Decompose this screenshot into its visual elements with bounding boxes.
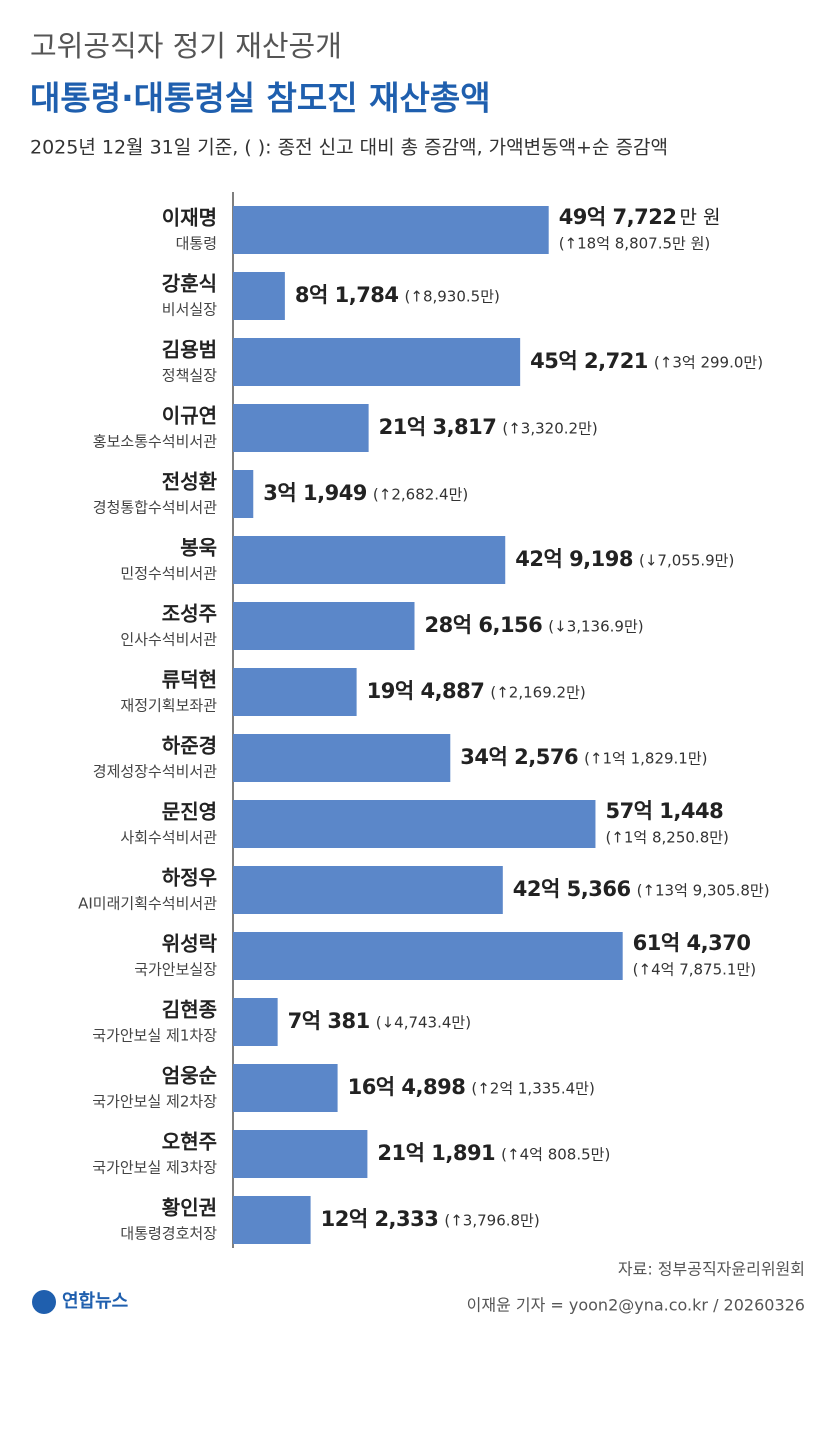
category-label: 이규연 [162, 404, 217, 428]
role-label: 경제성장수석비서관 [93, 763, 217, 781]
value-label: 12억 2,333 [321, 1207, 439, 1231]
value-label: 61억 4,370 [633, 931, 751, 955]
role-label: 대통령 [176, 235, 217, 253]
change-label: (↑3억 299.0만) [654, 354, 763, 372]
bar [233, 404, 369, 452]
category-label: 문진영 [162, 800, 217, 824]
role-label: 정책실장 [162, 367, 217, 385]
category-label: 조성주 [162, 602, 217, 626]
value-label: 19억 4,887 [367, 679, 485, 703]
change-label: (↑2,169.2만) [490, 684, 585, 702]
value-label: 42억 5,366 [513, 877, 631, 901]
bar [233, 272, 285, 320]
category-label: 김용범 [162, 338, 217, 362]
value-label: 49억 7,722 [559, 205, 677, 229]
value-label: 45억 2,721 [530, 349, 648, 373]
role-label: 국가안보실 제3차장 [92, 1159, 217, 1177]
change-label: (↑1억 8,250.8만) [605, 829, 728, 847]
bar [233, 338, 521, 386]
category-label: 전성환 [162, 470, 218, 494]
value-label: 3억 1,949 [263, 481, 367, 505]
change-label: (↑3,796.8만) [444, 1212, 539, 1230]
bar [233, 866, 503, 914]
change-label: (↑3,320.2만) [502, 420, 597, 438]
value-label: 57억 1,448 [605, 799, 723, 823]
logo: 연합뉴스 [62, 1290, 128, 1312]
value-label: 21억 1,891 [377, 1141, 495, 1165]
source: 자료: 정부공직자윤리위원회 [618, 1260, 805, 1279]
change-label: (↓7,055.9만) [639, 552, 734, 570]
change-label: (↑2,682.4만) [373, 486, 468, 504]
role-label: 비서실장 [162, 301, 217, 319]
bar [233, 536, 506, 584]
category-label: 류덕현 [162, 668, 217, 692]
value-label: 34억 2,576 [460, 745, 578, 769]
category-label: 엄웅순 [162, 1064, 217, 1088]
change-label: (↑1억 1,829.1만) [584, 750, 707, 768]
change-label: (↑8,930.5만) [405, 288, 500, 306]
category-label: 황인권 [162, 1196, 217, 1220]
bar [233, 470, 254, 518]
value-label: 28억 6,156 [425, 613, 543, 637]
category-label: 김현종 [162, 998, 217, 1022]
bar [233, 1196, 311, 1244]
category-label: 오현주 [162, 1130, 217, 1154]
category-label: 하정우 [162, 866, 217, 890]
bar [233, 734, 451, 782]
change-label: (↑4억 808.5만) [501, 1146, 610, 1164]
subtitle: 2025년 12월 31일 기준, ( ): 종전 신고 대비 총 증감액, 가… [30, 137, 668, 159]
role-label: 국가안보실 제2차장 [92, 1093, 217, 1111]
value-label: 7억 381 [288, 1009, 370, 1033]
category-label: 봉욱 [180, 536, 217, 560]
change-label: (↓3,136.9만) [548, 618, 643, 636]
role-label: AI미래기획수석비서관 [78, 895, 217, 913]
value-label: 8억 1,784 [295, 283, 399, 307]
bar [233, 1130, 368, 1178]
category-label: 위성락 [162, 932, 218, 956]
bar [233, 1064, 338, 1112]
role-label: 홍보소통수석비서관 [93, 433, 217, 451]
change-label: (↓4,743.4만) [376, 1014, 471, 1032]
role-label: 민정수석비서관 [120, 565, 217, 583]
change-label: (↑4억 7,875.1만) [633, 961, 756, 979]
category-label: 강훈식 [162, 272, 217, 296]
role-label: 국가안보실 제1차장 [92, 1027, 217, 1045]
value-label: 21억 3,817 [379, 415, 497, 439]
bar [233, 932, 623, 980]
role-label: 대통령경호처장 [120, 1225, 217, 1243]
category-label: 이재명 [162, 206, 217, 230]
change-label: (↑13억 9,305.8만) [637, 882, 770, 900]
role-label: 인사수석비서관 [120, 631, 217, 649]
value-label: 42억 9,198 [515, 547, 633, 571]
role-label: 사회수석비서관 [120, 829, 217, 847]
logo-icon [32, 1290, 56, 1314]
unit-label: 만 원 [679, 207, 720, 229]
change-label: (↑2억 1,335.4만) [471, 1080, 594, 1098]
value-label: 16억 4,898 [348, 1075, 466, 1099]
role-label: 국가안보실장 [134, 961, 217, 979]
role-label: 재정기획보좌관 [120, 697, 217, 715]
bar [233, 602, 415, 650]
credit: 이재윤 기자 = yoon2@yna.co.kr / 20260326 [467, 1296, 805, 1315]
bar [233, 800, 596, 848]
bar [233, 998, 278, 1046]
bar [233, 668, 357, 716]
change-label: (↑18억 8,807.5만 원) [559, 235, 711, 253]
category-label: 하준경 [162, 734, 217, 758]
chart-title: 대통령·대통령실 참모진 재산총액 [30, 79, 491, 118]
role-label: 경청통합수석비서관 [93, 499, 217, 517]
supertitle: 고위공직자 정기 재산공개 [30, 29, 342, 63]
bar [233, 206, 549, 254]
